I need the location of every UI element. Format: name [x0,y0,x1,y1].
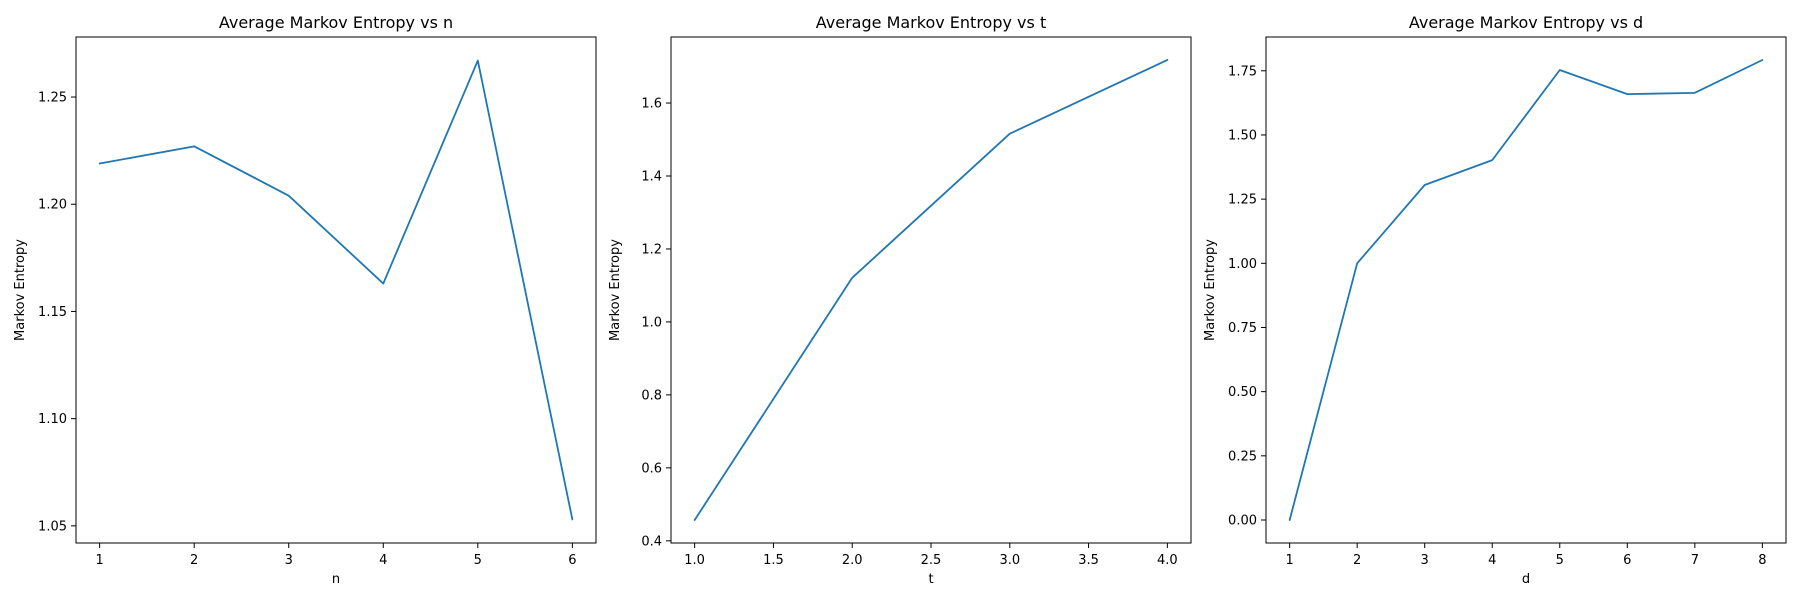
x-tick-label: 3 [1421,553,1429,568]
y-axis-label: Markov Entropy [13,239,28,341]
x-axis-label: t [928,572,933,587]
y-tick-label: 1.2 [641,242,662,257]
x-tick-label: 5 [1556,553,1564,568]
subplot-1: Average Markov Entropy vs n 1 2 3 4 5 6 1.05 1.1… [13,13,597,587]
chart-title: Average Markov Entropy vs d [1409,13,1643,32]
axes-frame [75,36,597,544]
x-tick-label: 2 [190,553,198,568]
subplot-3: Average Markov Entropy vs d 1 2 3 4 5 6 7 8 0.00 0… [1203,13,1787,587]
x-tick-label: 4 [1488,553,1496,568]
y-tick-label: 1.10 [38,412,67,427]
y-tick-label: 0.4 [641,534,662,549]
series-line [693,59,1169,521]
y-tick-label: 0.25 [1228,449,1257,464]
y-tick-label: 1.75 [1228,64,1257,79]
y-tick-label: 1.15 [38,305,67,320]
y-tick-label: 1.25 [38,91,67,106]
x-axis-label: n [332,572,340,587]
x-tick-label: 6 [1623,553,1631,568]
y-tick-label: 1.20 [38,198,67,213]
series-line [1288,59,1764,521]
x-tick-label: 3.0 [999,553,1020,568]
y-tick-label: 1.25 [1228,193,1257,208]
x-tick-label: 1 [1285,553,1293,568]
x-tick-label: 2.0 [842,553,863,568]
chart-title: Average Markov Entropy vs n [219,13,453,32]
x-tick-label: 4 [379,553,387,568]
y-tick-label: 0.50 [1228,385,1257,400]
y-tick-label: 1.4 [641,169,662,184]
x-tick-label: 7 [1691,553,1699,568]
x-tick-label: 6 [568,553,576,568]
x-tick-label: 1 [95,553,103,568]
x-axis-label: d [1522,572,1530,587]
series-line [98,59,574,521]
y-tick-label: 1.00 [1228,257,1257,272]
x-tick-label: 8 [1758,553,1766,568]
y-axis-label: Markov Entropy [1203,239,1218,341]
x-tick-label: 5 [474,553,482,568]
axes-frame [670,36,1192,544]
y-tick-label: 0.6 [641,461,662,476]
y-tick-label: 1.05 [38,519,67,534]
x-tick-label: 3.5 [1078,553,1099,568]
chart-title: Average Markov Entropy vs t [816,13,1046,32]
x-tick-label: 1.0 [684,553,705,568]
x-tick-label: 3 [285,553,293,568]
y-tick-label: 1.50 [1228,128,1257,143]
y-tick-label: 0.8 [641,388,662,403]
x-tick-label: 4.0 [1157,553,1178,568]
x-tick-label: 2.5 [921,553,942,568]
x-tick-label: 1.5 [763,553,784,568]
y-tick-label: 1.0 [641,315,662,330]
y-axis-label: Markov Entropy [608,239,623,341]
y-tick-label: 0.75 [1228,321,1257,336]
x-tick-label: 2 [1353,553,1361,568]
y-tick-label: 0.00 [1228,514,1257,529]
y-tick-label: 1.6 [641,97,662,112]
subplot-2: Average Markov Entropy vs t 1.0 1.5 2.0 2.5 3… [608,13,1192,587]
axes-frame [1265,36,1787,544]
